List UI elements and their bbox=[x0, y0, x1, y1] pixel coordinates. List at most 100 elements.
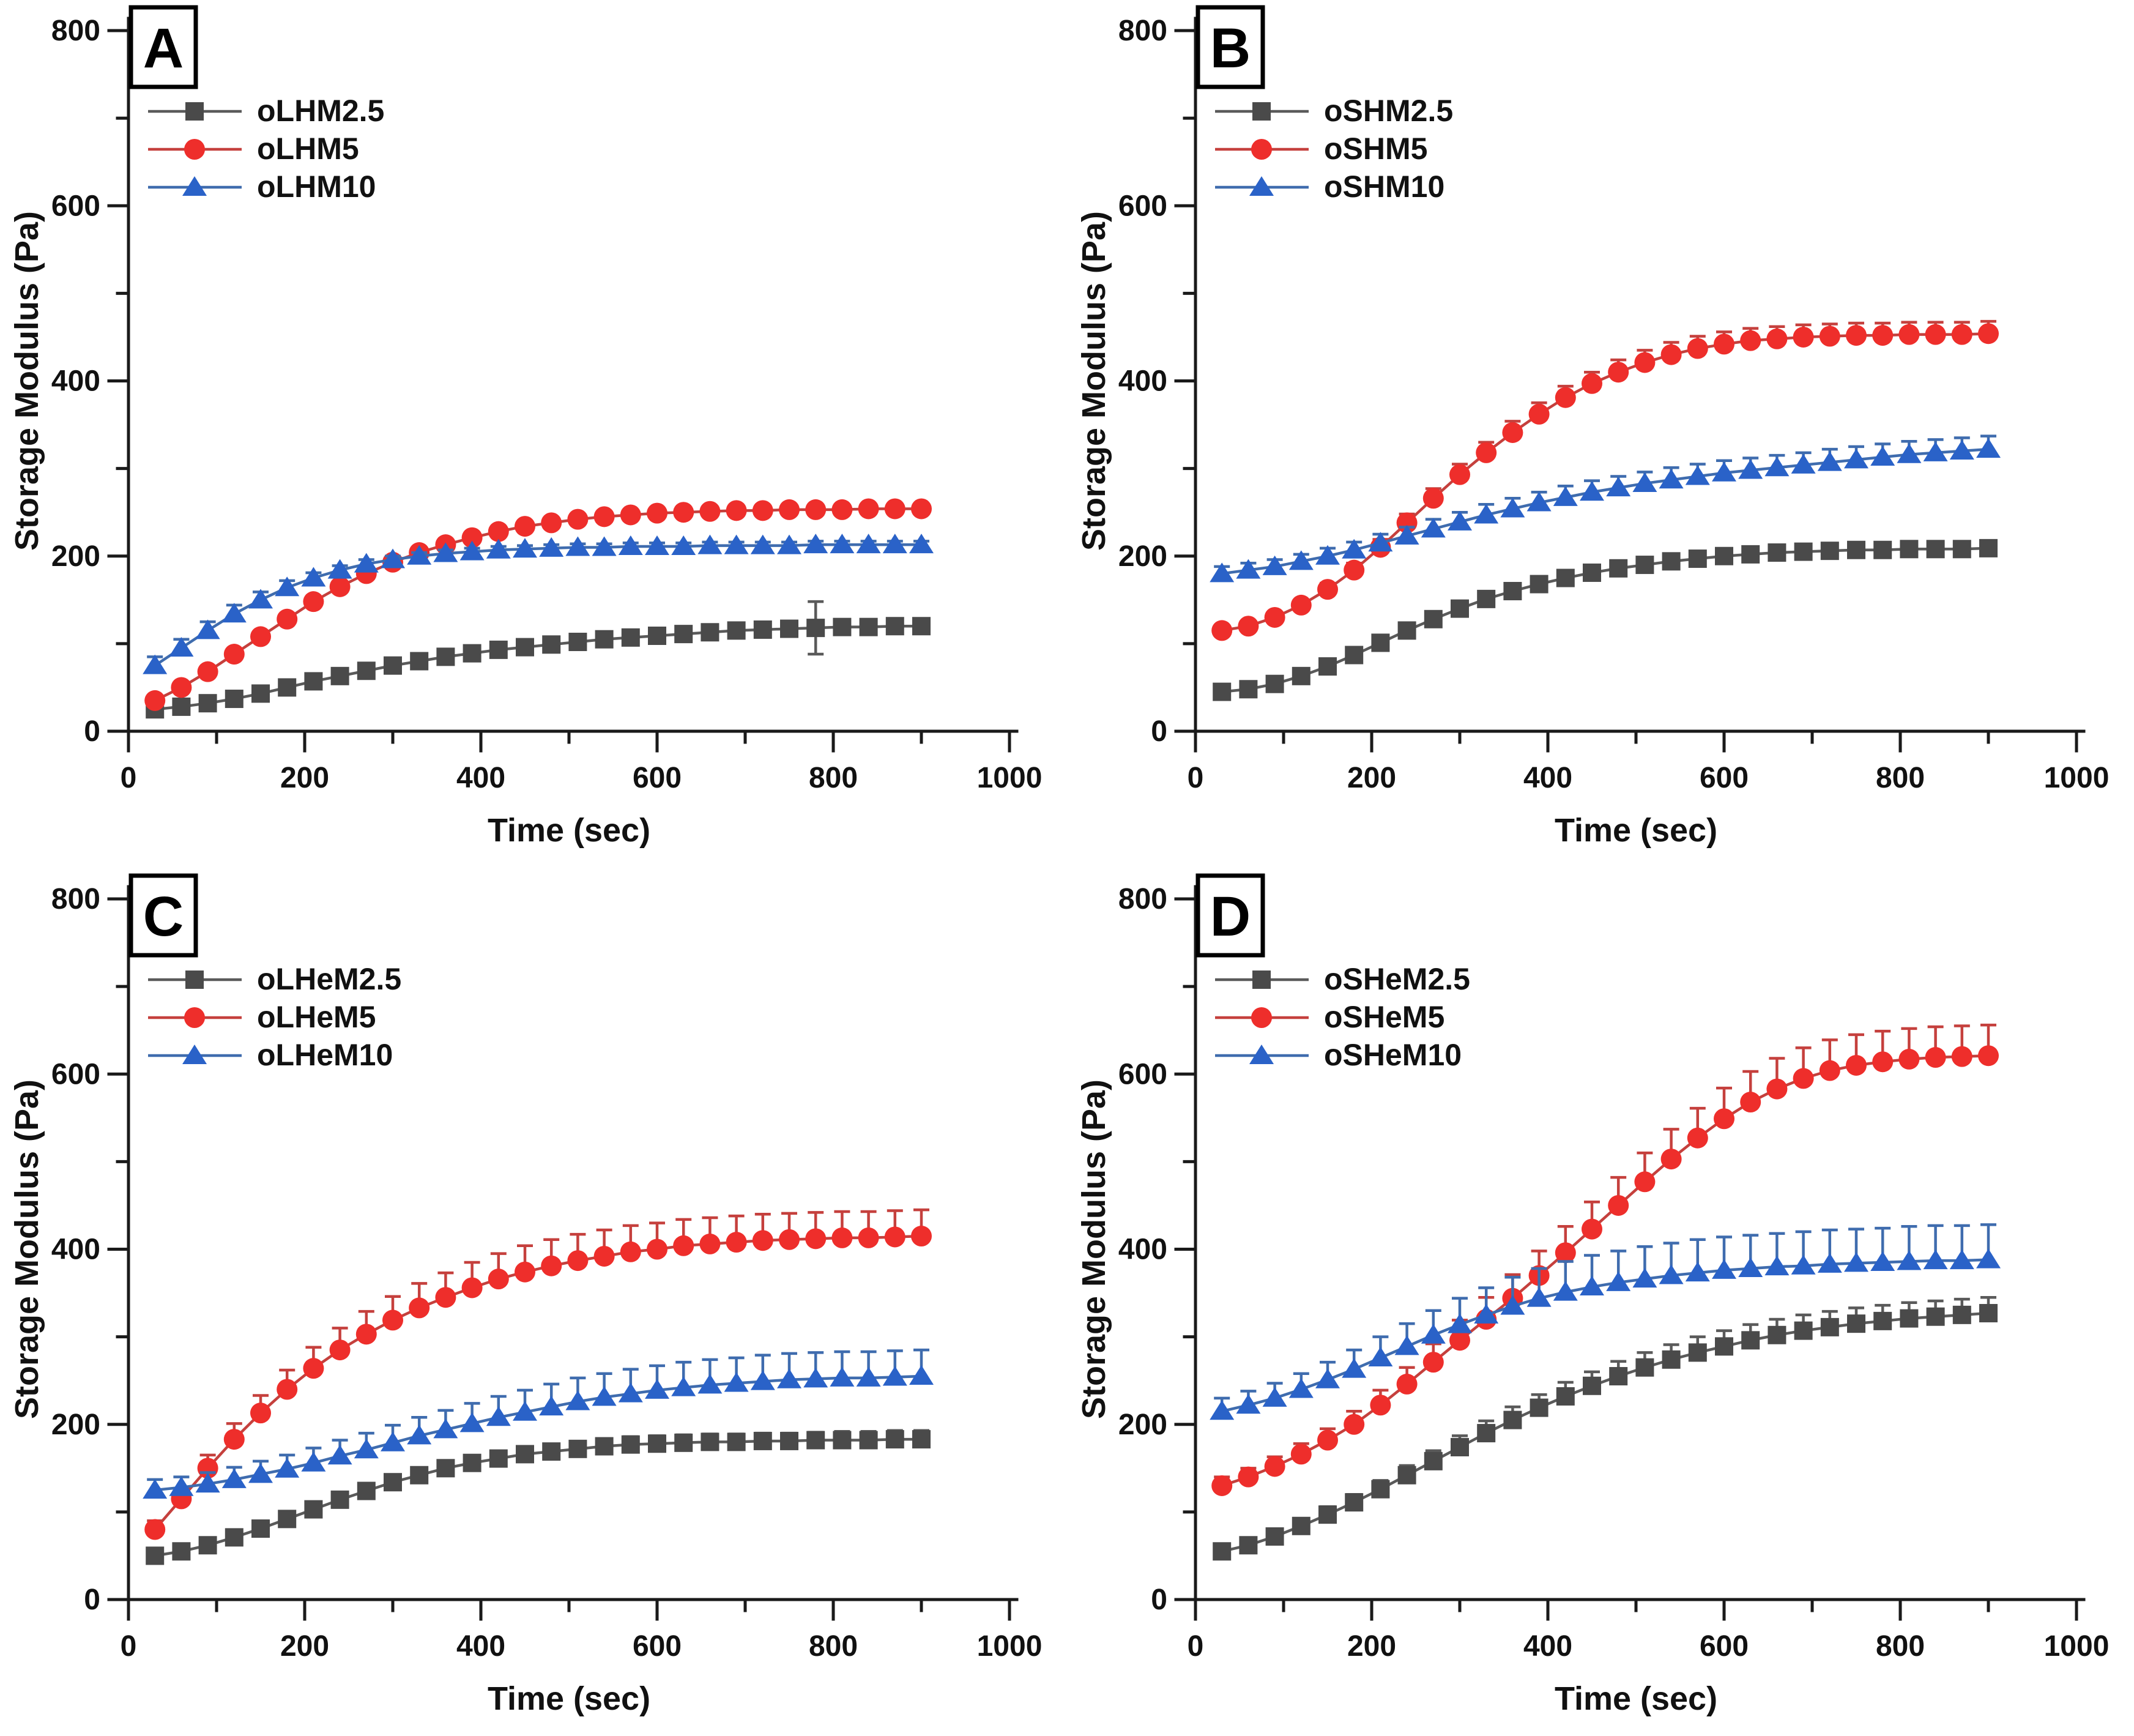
legend-item-oLHM5: oLHM5 bbox=[148, 132, 359, 166]
data-point-marker bbox=[858, 1227, 879, 1248]
data-point-marker bbox=[251, 1519, 270, 1538]
panel-D: 0 200 400 600 800 1000 0 200 400 600 800 Time (sec)… bbox=[1067, 868, 2134, 1736]
data-point-marker bbox=[436, 1459, 455, 1478]
legend-label: oSHM10 bbox=[1324, 170, 1444, 204]
data-point-marker bbox=[1290, 1444, 1312, 1465]
data-point-marker bbox=[1421, 1324, 1446, 1344]
data-point-marker bbox=[225, 1528, 244, 1547]
data-point-marker bbox=[539, 537, 564, 557]
legend-label: oLHM2.5 bbox=[257, 94, 384, 128]
y-tick-label: 200 bbox=[51, 1409, 100, 1441]
data-point-marker bbox=[1609, 1367, 1628, 1386]
data-point-marker bbox=[1926, 540, 1945, 559]
y-axis-title: Storage Modulus (Pa) bbox=[9, 211, 45, 551]
data-point-marker bbox=[1342, 538, 1367, 559]
data-point-marker bbox=[1738, 459, 1763, 479]
data-point-marker bbox=[1872, 325, 1894, 346]
data-point-marker bbox=[1213, 1542, 1232, 1561]
series-oSHeM2.5 bbox=[1213, 1295, 1998, 1561]
legend-item-oLHM10: oLHM10 bbox=[148, 170, 376, 204]
data-point-marker bbox=[251, 684, 270, 703]
y-tick-label: 800 bbox=[51, 15, 100, 47]
data-point-marker bbox=[1553, 1281, 1578, 1301]
data-point-marker bbox=[884, 1226, 905, 1248]
data-point-marker bbox=[697, 534, 723, 554]
data-point-marker bbox=[354, 553, 379, 573]
data-point-marker bbox=[727, 1432, 746, 1451]
data-point-marker bbox=[1211, 620, 1233, 641]
data-point-marker bbox=[1979, 538, 1998, 557]
legend-item-oLHeM10: oLHeM10 bbox=[148, 1038, 393, 1072]
data-point-marker bbox=[1262, 555, 1287, 575]
data-point-marker bbox=[1344, 559, 1365, 581]
data-point-marker bbox=[1949, 440, 1974, 460]
data-point-marker bbox=[1820, 1317, 1839, 1336]
data-point-marker bbox=[726, 500, 747, 521]
y-tick-label: 800 bbox=[51, 883, 100, 915]
series-oSHM2.5 bbox=[1213, 538, 1998, 701]
data-point-marker bbox=[1793, 326, 1814, 348]
data-point-marker bbox=[1976, 1248, 2001, 1268]
data-point-marker bbox=[1712, 461, 1736, 482]
x-tick-label: 0 bbox=[1188, 762, 1204, 794]
data-point-marker bbox=[803, 534, 828, 554]
data-point-marker bbox=[354, 1439, 379, 1459]
series-line bbox=[1221, 447, 1989, 575]
x-tick-label: 400 bbox=[1523, 762, 1572, 794]
data-point-marker bbox=[198, 1536, 217, 1555]
data-point-marker bbox=[304, 1500, 323, 1519]
data-point-marker bbox=[1976, 438, 2001, 458]
x-axis-title: Time (sec) bbox=[488, 812, 650, 849]
data-point-marker bbox=[1315, 1368, 1340, 1388]
data-point-marker bbox=[1474, 1303, 1499, 1324]
data-point-marker bbox=[1315, 545, 1340, 565]
data-point-marker bbox=[1764, 456, 1790, 477]
data-point-marker bbox=[1583, 563, 1601, 582]
data-point-marker bbox=[753, 1431, 772, 1450]
data-point-marker bbox=[1791, 1254, 1816, 1275]
series-oSHeM5 bbox=[1211, 1023, 1999, 1496]
x-tick-label: 0 bbox=[1188, 1630, 1204, 1663]
data-point-marker bbox=[278, 678, 297, 697]
data-point-marker bbox=[671, 1376, 696, 1396]
data-point-marker bbox=[195, 619, 220, 639]
x-tick-label: 1000 bbox=[2044, 762, 2110, 794]
data-point-marker bbox=[277, 1379, 298, 1400]
data-point-marker bbox=[1448, 510, 1472, 531]
data-point-marker bbox=[1424, 1451, 1443, 1470]
data-point-marker bbox=[250, 626, 271, 647]
data-point-marker bbox=[1342, 1358, 1367, 1378]
legend-label: oSHeM5 bbox=[1324, 1000, 1444, 1034]
data-point-marker bbox=[1714, 333, 1734, 355]
data-point-marker bbox=[1344, 1414, 1365, 1435]
legend-marker bbox=[1251, 1007, 1272, 1028]
legend-marker bbox=[185, 102, 204, 121]
data-point-marker bbox=[277, 608, 298, 630]
data-point-marker bbox=[1897, 443, 1922, 463]
data-point-marker bbox=[1265, 674, 1284, 693]
legend: oSHM2.5 oSHM5 oSHM10 bbox=[1215, 94, 1453, 204]
data-point-marker bbox=[1870, 446, 1895, 466]
data-point-marker bbox=[724, 534, 749, 554]
data-point-marker bbox=[1368, 532, 1393, 552]
data-point-marker bbox=[1318, 657, 1337, 676]
data-point-marker bbox=[1978, 323, 1999, 345]
legend-item-oLHeM5: oLHeM5 bbox=[148, 1000, 376, 1034]
data-point-marker bbox=[1608, 362, 1629, 383]
data-point-marker bbox=[1740, 1092, 1761, 1113]
data-point-marker bbox=[198, 694, 217, 713]
data-point-marker bbox=[1476, 442, 1497, 463]
data-point-marker bbox=[278, 1510, 297, 1529]
data-point-marker bbox=[223, 1429, 245, 1450]
panel-letter-box bbox=[1195, 5, 1265, 89]
data-point-marker bbox=[384, 656, 402, 675]
data-point-marker bbox=[1503, 582, 1522, 600]
x-tick-label: 600 bbox=[633, 762, 682, 794]
data-point-marker bbox=[1844, 449, 1868, 469]
data-point-marker bbox=[1606, 1271, 1631, 1291]
data-point-marker bbox=[1582, 373, 1602, 394]
data-point-marker bbox=[1768, 543, 1786, 562]
data-point-marker bbox=[1659, 1264, 1684, 1284]
legend: oLHeM2.5 oLHeM5 oLHeM10 bbox=[148, 962, 401, 1072]
data-point-marker bbox=[1846, 325, 1867, 346]
